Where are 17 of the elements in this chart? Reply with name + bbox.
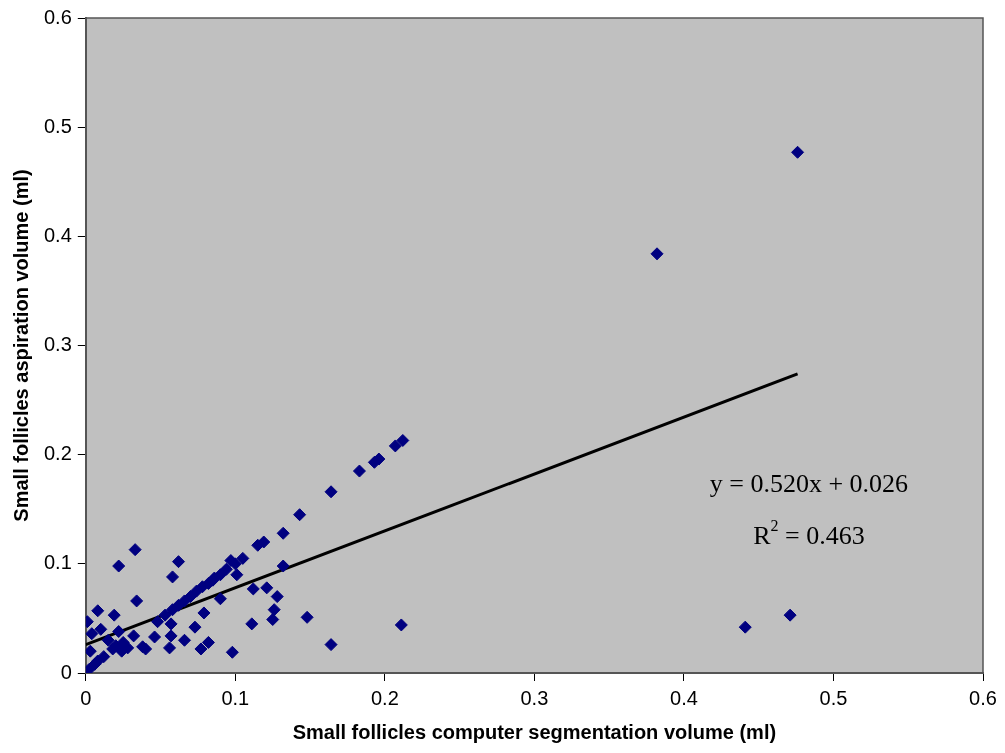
annotation: y = 0.520x + 0.026 [709, 468, 909, 498]
x-axis-title: Small follicles computer segmentation volume (ml) [292, 720, 777, 743]
y-tick-label: 0.5 [43, 114, 72, 137]
y-tick-label: 0.2 [43, 442, 72, 465]
y-tick-label: 0.6 [43, 5, 72, 28]
x-tick-label: 0.1 [221, 686, 250, 709]
x-tick-label: 0.2 [370, 686, 399, 709]
y-tick-label: 0.1 [43, 551, 72, 574]
y-tick-label: 0.3 [43, 333, 72, 356]
x-tick-label: 0.5 [819, 686, 848, 709]
y-tick-label: 0.4 [43, 223, 72, 246]
x-tick-label: 0 [80, 686, 92, 709]
y-tick-label: 0 [60, 660, 72, 683]
x-tick-label: 0.6 [969, 686, 997, 709]
x-tick-label: 0.3 [520, 686, 549, 709]
y-axis-title: Small follicles aspiration volume (ml) [9, 169, 32, 522]
x-tick-label: 0.4 [670, 686, 698, 709]
